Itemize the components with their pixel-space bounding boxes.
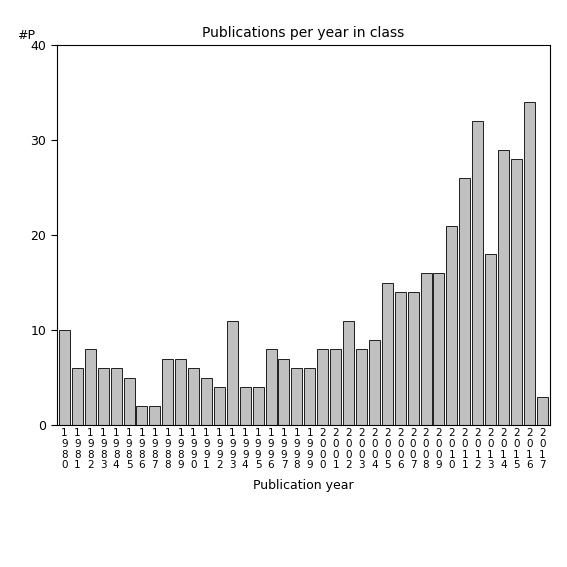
Bar bbox=[188, 369, 199, 425]
Bar bbox=[72, 369, 83, 425]
Bar bbox=[408, 293, 418, 425]
Bar bbox=[369, 340, 380, 425]
Bar bbox=[459, 179, 470, 425]
Bar bbox=[214, 387, 225, 425]
Bar bbox=[278, 359, 290, 425]
Bar bbox=[253, 387, 264, 425]
X-axis label: Publication year: Publication year bbox=[253, 479, 354, 492]
Bar bbox=[111, 369, 121, 425]
Bar bbox=[162, 359, 174, 425]
Bar bbox=[485, 255, 496, 425]
Bar bbox=[85, 349, 96, 425]
Bar bbox=[137, 406, 147, 425]
Bar bbox=[446, 226, 458, 425]
Bar bbox=[304, 369, 315, 425]
Bar bbox=[291, 369, 302, 425]
Text: #P: #P bbox=[17, 28, 35, 41]
Bar bbox=[498, 150, 509, 425]
Bar bbox=[201, 378, 212, 425]
Bar bbox=[175, 359, 186, 425]
Bar bbox=[537, 397, 548, 425]
Bar bbox=[524, 103, 535, 425]
Bar bbox=[382, 283, 393, 425]
Bar bbox=[265, 349, 277, 425]
Bar bbox=[124, 378, 134, 425]
Bar bbox=[356, 349, 367, 425]
Bar bbox=[395, 293, 405, 425]
Bar bbox=[227, 321, 238, 425]
Bar bbox=[59, 330, 70, 425]
Bar bbox=[433, 273, 445, 425]
Bar bbox=[343, 321, 354, 425]
Bar bbox=[149, 406, 160, 425]
Bar bbox=[317, 349, 328, 425]
Bar bbox=[511, 159, 522, 425]
Bar bbox=[98, 369, 109, 425]
Title: Publications per year in class: Publications per year in class bbox=[202, 26, 404, 40]
Bar bbox=[330, 349, 341, 425]
Bar bbox=[421, 273, 431, 425]
Bar bbox=[472, 121, 483, 425]
Bar bbox=[240, 387, 251, 425]
